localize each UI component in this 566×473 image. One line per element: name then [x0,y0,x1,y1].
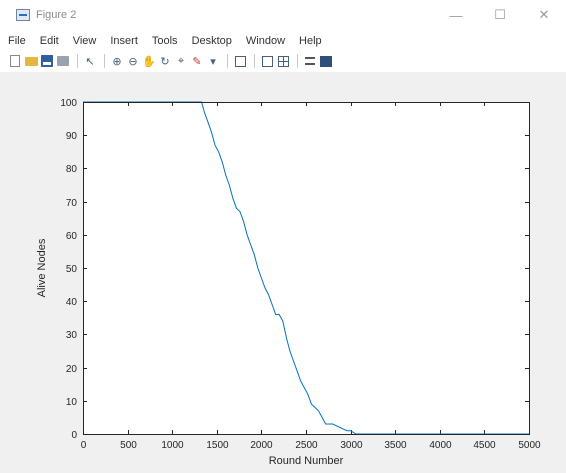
toolbar-separator [104,54,105,68]
insert-colorbar-button[interactable] [260,54,274,68]
x-axis-label: Round Number [269,455,344,467]
y-tick-label: 20 [66,364,78,375]
figure-app-icon [16,9,30,21]
pan-hand-icon: ✋ [142,55,156,68]
menu-file[interactable]: File [8,35,26,47]
rotate-icon: ↻ [160,55,170,68]
menu-view[interactable]: View [72,35,97,47]
cursor-arrow-icon: ↖ [85,55,95,68]
insert-legend-button[interactable] [276,54,290,68]
menu-insert[interactable]: Insert [110,35,138,47]
x-tick-label: 4000 [429,440,452,451]
open-file-button[interactable] [24,54,38,68]
folder-icon [24,56,38,66]
menu-window[interactable]: Window [245,35,286,47]
minimize-button[interactable]: — [449,7,463,23]
brush-dropdown-button[interactable]: ▾ [206,54,220,68]
data-cursor-icon: ⌖ [177,54,185,67]
save-icon [41,55,53,67]
pan-button[interactable]: ✋ [142,54,156,68]
title-bar: Figure 2 — ☐ ✕ [0,0,566,30]
brush-icon: ✎ [192,55,202,68]
close-button[interactable]: ✕ [538,7,550,22]
save-button[interactable] [40,54,54,68]
axes-frame [83,102,530,435]
toolbar-separator [77,54,78,68]
menu-edit[interactable]: Edit [39,35,59,47]
link-plot-icon [234,55,246,67]
colorbar-icon [261,55,273,67]
zoom-out-icon: ⊖ [128,55,138,68]
y-axis-label: Alive Nodes [36,238,48,297]
menu-tools[interactable]: Tools [151,35,178,47]
y-tick-label: 70 [66,198,78,209]
x-tick-label: 1000 [161,440,184,451]
y-tick-label: 50 [66,264,78,275]
rotate-3d-button[interactable]: ↻ [158,54,172,68]
show-plot-tools-icon [320,55,332,67]
figure-toolbar: ↖ ⊕ ⊖ ✋ ↻ ⌖ ✎ ▾ [0,51,566,71]
x-tick-label: 5000 [518,440,541,451]
zoom-out-button[interactable]: ⊖ [126,54,140,68]
tick-labels: 0 500 1000 1500 2000 2500 3000 3500 4000 4500 5000… [60,98,541,451]
x-tick-label: 3500 [384,440,407,451]
link-plot-button[interactable] [233,54,247,68]
y-tick-label: 60 [66,231,78,242]
x-tick-label: 500 [120,440,137,451]
x-tick-label: 0 [81,440,87,451]
x-tick-label: 2000 [250,440,273,451]
axes-background [83,102,529,434]
y-tick-label: 80 [66,164,78,175]
show-plot-tools-button[interactable] [319,54,333,68]
x-tick-label: 4500 [473,440,496,451]
menu-desktop[interactable]: Desktop [191,35,232,47]
toolbar-separator [297,54,298,68]
y-tick-label: 90 [66,131,78,142]
x-tick-label: 1500 [206,440,229,451]
figure-canvas: 0 500 1000 1500 2000 2500 3000 3500 4000 4500 5000… [0,72,566,473]
data-cursor-button[interactable]: ⌖ [174,54,188,68]
y-tick-label: 10 [66,397,78,408]
maximize-button[interactable]: ☐ [494,7,506,22]
menu-bar: File Edit View Insert Tools Desktop Wind… [0,32,566,50]
y-tick-label: 0 [71,430,77,441]
print-button[interactable] [56,54,70,68]
y-tick-label: 30 [66,330,78,341]
legend-icon [277,55,289,67]
y-tick-label: 40 [66,297,78,308]
edit-plot-button[interactable]: ↖ [83,54,97,68]
line-chart: 0 500 1000 1500 2000 2500 3000 3500 4000 4500 5000… [36,98,541,467]
window-controls: — ☐ ✕ [434,0,566,30]
toolbar-separator [227,54,228,68]
chevron-down-icon: ▾ [210,55,216,68]
y-tick-label: 100 [60,98,77,109]
new-figure-button[interactable] [8,54,22,68]
window-title: Figure 2 [36,9,77,21]
new-figure-icon [10,55,20,67]
print-icon [57,56,69,66]
brush-button[interactable]: ✎ [190,54,204,68]
toolbar-separator [254,54,255,68]
menu-help[interactable]: Help [299,35,322,47]
alive-nodes-line [83,101,529,435]
hide-plot-tools-icon [305,57,315,65]
zoom-in-button[interactable]: ⊕ [110,54,124,68]
zoom-in-icon: ⊕ [112,55,122,68]
x-tick-label: 2500 [295,440,318,451]
x-tick-label: 3000 [340,440,363,451]
hide-plot-tools-button[interactable] [303,54,317,68]
